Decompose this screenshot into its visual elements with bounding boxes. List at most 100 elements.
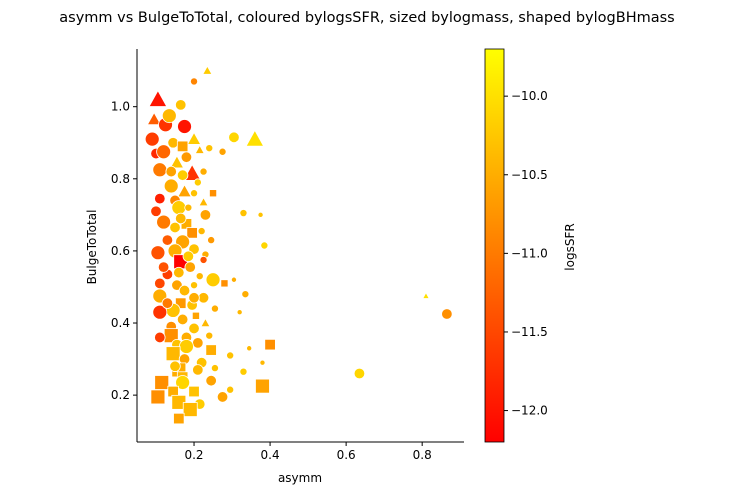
scatter-point-square bbox=[176, 140, 189, 153]
scatter-point-circle bbox=[154, 331, 166, 344]
scatter-point-circle bbox=[216, 391, 229, 403]
scatter-point-circle bbox=[199, 255, 208, 264]
scatter-point-circle bbox=[239, 209, 248, 218]
scatter-point-circle bbox=[257, 211, 264, 218]
scatter-point-circle bbox=[239, 367, 248, 376]
scatter-point-circle bbox=[169, 221, 181, 234]
y-tick-label: 1.0 bbox=[111, 100, 130, 114]
scatter-point-circle bbox=[230, 276, 237, 283]
scatter-point-triangle bbox=[245, 129, 265, 147]
scatter-point-square bbox=[165, 346, 181, 362]
scatter-point-circle bbox=[228, 131, 240, 144]
scatter-point-circle bbox=[199, 167, 208, 176]
x-tick-label: 0.4 bbox=[261, 448, 280, 462]
scatter-point-square bbox=[205, 344, 217, 356]
scatter-point-circle bbox=[161, 297, 174, 309]
y-tick-label: 0.4 bbox=[111, 316, 130, 330]
scatter-point-circle bbox=[197, 292, 210, 304]
scatter-point-circle bbox=[190, 189, 199, 198]
scatter-point-circle bbox=[193, 178, 202, 187]
scatter-point-triangle bbox=[198, 196, 209, 207]
scatter-point-circle bbox=[152, 162, 168, 178]
scatter-point-circle bbox=[205, 144, 214, 153]
scatter-point-square bbox=[175, 297, 187, 309]
scatter-point-circle bbox=[226, 385, 235, 394]
scatter-point-circle bbox=[156, 214, 172, 230]
scatter-point-circle bbox=[169, 360, 181, 372]
scatter-point-circle bbox=[175, 99, 187, 111]
scatter-point-circle bbox=[192, 364, 204, 376]
scatter-point-triangle bbox=[194, 144, 205, 154]
colorbar-tick-label: −11.5 bbox=[511, 325, 548, 339]
scatter-point-square bbox=[264, 338, 276, 351]
x-tick-label: 0.8 bbox=[413, 448, 432, 462]
x-axis-label: asymm bbox=[278, 471, 322, 485]
scatter-point-circle bbox=[177, 119, 192, 134]
colorbar-ticks: −10.0 −10.5 −11.0 −11.5 −12.0 bbox=[504, 89, 548, 418]
scatter-point-square bbox=[220, 279, 229, 288]
y-tick-label: 0.8 bbox=[111, 172, 130, 186]
scatter-point-circle bbox=[207, 236, 216, 245]
scatter-point-square bbox=[150, 389, 166, 405]
scatter-point-circle bbox=[161, 234, 174, 246]
scatter-point-circle bbox=[192, 337, 204, 349]
scatter-point-circle bbox=[236, 309, 243, 316]
scatter-point-circle bbox=[205, 272, 221, 288]
x-tick-label: 0.6 bbox=[337, 448, 356, 462]
scatter-point-circle bbox=[226, 351, 235, 360]
x-ticks: 0.2 0.4 0.6 0.8 bbox=[184, 442, 432, 462]
scatter-point-circle bbox=[195, 272, 204, 281]
scatter-point-circle bbox=[353, 367, 366, 380]
scatter-point-circle bbox=[260, 241, 269, 250]
scatter-point-circle bbox=[178, 284, 191, 297]
scatter-point-square bbox=[186, 227, 198, 239]
scatter-point-circle bbox=[152, 304, 168, 320]
scatter-point-circle bbox=[150, 205, 162, 217]
scatter-point-triangle bbox=[177, 183, 192, 198]
scatter-point-circle bbox=[241, 290, 250, 299]
scatter-point-triangle bbox=[169, 155, 185, 169]
y-ticks: 0.2 0.4 0.6 0.8 1.0 bbox=[111, 100, 137, 402]
scatter-point-square bbox=[255, 378, 270, 394]
scatter-point-square bbox=[182, 402, 198, 417]
scatter-point-circle bbox=[210, 364, 219, 373]
scatter-point-circle bbox=[176, 313, 189, 326]
scatter-point-circle bbox=[441, 308, 453, 320]
scatter-point-circle bbox=[175, 375, 191, 390]
colorbar-tick-label: −10.5 bbox=[511, 168, 548, 182]
data-points bbox=[144, 65, 453, 425]
colorbar-gradient bbox=[484, 48, 505, 443]
chart-title: asymm vs BulgeToTotal, coloured bylogsSF… bbox=[59, 10, 674, 26]
scatter-point-circle bbox=[259, 359, 266, 366]
scatter-point-circle bbox=[163, 178, 179, 194]
scatter-point-circle bbox=[179, 339, 194, 354]
colorbar: −10.0 −10.5 −11.0 −11.5 −12.0 logsSFR bbox=[484, 48, 577, 443]
scatter-point-circle bbox=[188, 322, 200, 335]
scatter-point-circle bbox=[184, 261, 196, 273]
scatter-point-circle bbox=[176, 169, 189, 181]
plot-area: 0.2 0.4 0.6 0.8 0.2 0.4 0.6 0.8 1.0 bbox=[111, 49, 464, 462]
y-tick-label: 0.6 bbox=[111, 244, 130, 258]
colorbar-tick-label: −11.0 bbox=[511, 246, 548, 260]
scatter-point-circle bbox=[154, 277, 166, 290]
scatter-point-circle bbox=[246, 345, 253, 352]
scatter-point-circle bbox=[199, 209, 212, 221]
scatter-point-circle bbox=[173, 266, 185, 279]
scatter-point-circle bbox=[157, 261, 170, 273]
scatter-point-circle bbox=[165, 165, 177, 178]
scatter-point-circle bbox=[180, 151, 193, 163]
scatter-point-square bbox=[173, 412, 185, 425]
scatter-point-circle bbox=[182, 250, 195, 263]
scatter-point-square bbox=[188, 385, 200, 398]
scatter-point-circle bbox=[190, 77, 199, 86]
scatter-point-circle bbox=[218, 147, 227, 156]
colorbar-label: logsSFR bbox=[563, 223, 577, 270]
colorbar-tick-label: −12.0 bbox=[511, 404, 548, 418]
scatter-point-circle bbox=[205, 331, 214, 340]
scatter-point-triangle bbox=[422, 291, 430, 299]
scatter-point-circle bbox=[171, 200, 187, 216]
scatter-point-circle bbox=[161, 108, 177, 124]
scatter-point-triangle bbox=[148, 89, 168, 107]
x-tick-label: 0.2 bbox=[184, 448, 203, 462]
